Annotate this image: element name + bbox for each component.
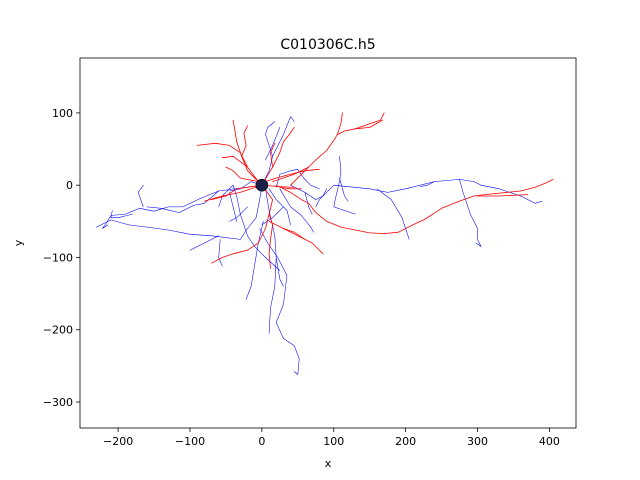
axon-branch-11 <box>283 228 306 240</box>
axon-branch-9 <box>268 213 273 269</box>
dendrite-branch-34 <box>261 206 284 226</box>
dendrite-branch-19 <box>275 169 320 190</box>
dendrite-branch-3 <box>193 190 219 206</box>
chart-title: C010306C.h5 <box>280 37 375 53</box>
x-tick-label: −200 <box>103 435 133 448</box>
axon-branch-20 <box>279 187 302 190</box>
dendrite-branch-1 <box>146 205 194 213</box>
x-tick-label: 0 <box>258 435 265 448</box>
dendrite-branch-8 <box>218 239 223 267</box>
y-axis: −300 −200 −100 0 100 <box>43 107 80 409</box>
dendrite-branch-16 <box>265 127 281 161</box>
dendrite-branch-20 <box>279 188 314 233</box>
dendrite-branch-14 <box>265 121 276 157</box>
axon-branch-4 <box>261 127 295 186</box>
axon-branch-1 <box>241 125 248 157</box>
dendrite-branch-0 <box>102 186 252 229</box>
dendrite-branch-28 <box>232 184 281 271</box>
axon-branch-17 <box>272 166 309 182</box>
plot-frame <box>79 57 577 429</box>
x-tick-label: 400 <box>539 435 560 448</box>
x-tick-label: 100 <box>323 435 344 448</box>
axon-branch-6 <box>265 168 320 182</box>
axon-branch-13 <box>477 194 529 197</box>
dendrite-branch-17 <box>290 184 327 200</box>
dendrite-branch-30 <box>268 188 291 226</box>
y-tick-label: 0 <box>66 179 73 192</box>
axon-branch-7 <box>204 184 263 202</box>
axon-branch-0 <box>232 119 263 186</box>
dendrite-branch-15 <box>272 116 295 157</box>
dendrite-branch-18 <box>304 192 313 215</box>
dendrite-branch-5 <box>96 219 241 240</box>
y-tick-label: −100 <box>43 251 73 264</box>
dendrite-branch-12 <box>259 228 300 375</box>
dendrite-branch-24 <box>419 181 435 187</box>
dendrite-branch-32 <box>229 206 248 222</box>
x-tick-label: 300 <box>467 435 488 448</box>
axon-branch-8 <box>211 184 273 264</box>
axon-branch-3 <box>196 142 248 168</box>
dendrite-branch-10 <box>275 257 284 287</box>
y-tick-label: −300 <box>43 396 73 409</box>
dendrite-branch-25 <box>459 179 482 247</box>
axon-branch-19 <box>211 184 263 200</box>
dendrite-branch-23 <box>376 188 410 240</box>
dendrite-branch-21 <box>333 179 543 204</box>
axon-branch-15 <box>336 112 343 135</box>
dendrite-branch-6 <box>240 186 263 240</box>
axon-branch-10 <box>268 220 324 255</box>
axon-branch-16 <box>354 119 383 130</box>
axon-branch-12 <box>275 179 554 234</box>
y-tick-label: −200 <box>43 324 73 337</box>
plot-area <box>96 112 554 375</box>
dendrite-branch-29 <box>229 192 237 222</box>
dendrite-branch-7 <box>189 235 219 251</box>
axon-branch-5 <box>270 142 276 168</box>
dendrite-branch-4 <box>110 210 133 218</box>
y-axis-label: y <box>12 239 25 246</box>
axon-layer <box>196 112 554 269</box>
dendrite-branch-2 <box>137 184 144 208</box>
dendrite-branch-22 <box>315 184 335 208</box>
y-tick-label: 100 <box>52 107 73 120</box>
x-axis-label: x <box>325 457 332 470</box>
x-tick-label: −100 <box>175 435 205 448</box>
x-axis: −200 −100 0 100 200 300 400 <box>103 428 560 448</box>
x-tick-label: 200 <box>395 435 416 448</box>
axon-branch-18 <box>225 166 259 182</box>
soma-marker <box>255 178 269 192</box>
dendrite-branch-11 <box>245 221 264 300</box>
axon-branch-2 <box>221 155 259 182</box>
dendrite-branch-26 <box>333 156 356 215</box>
dendrite-branch-27 <box>339 177 349 202</box>
